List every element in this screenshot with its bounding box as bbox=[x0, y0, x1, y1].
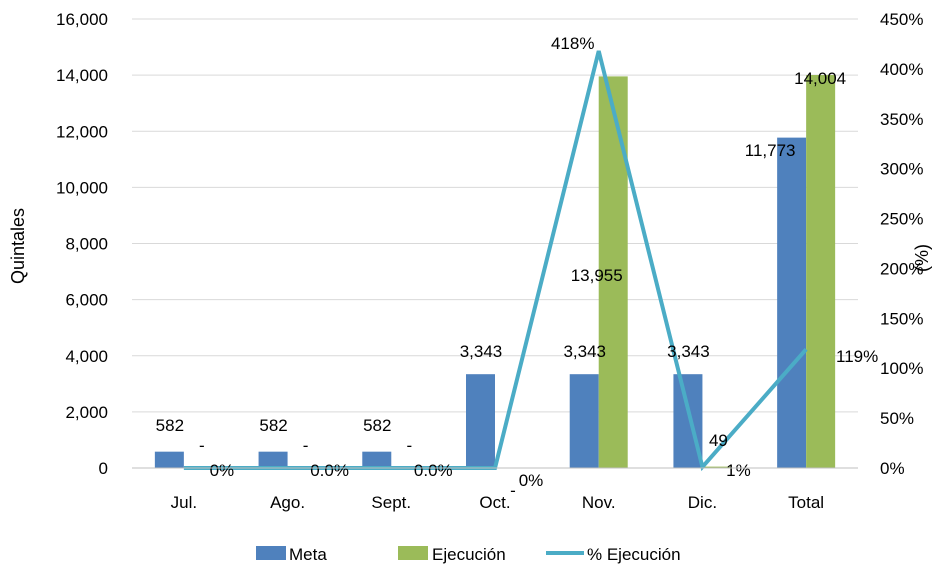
label-ejecucion: - bbox=[406, 436, 412, 455]
legend-label-pct-ejecucion: % Ejecución bbox=[587, 545, 681, 564]
bar-meta bbox=[777, 137, 807, 469]
label-meta: 11,773 bbox=[745, 141, 796, 160]
y2-tick-label: 50% bbox=[880, 409, 914, 428]
y-tick-label: 8,000 bbox=[65, 235, 108, 254]
y-tick-label: 0 bbox=[99, 459, 108, 478]
label-pct-ejecucion: 0.0% bbox=[310, 461, 349, 480]
y2-tick-label: 250% bbox=[880, 210, 923, 229]
y2-tick-label: 300% bbox=[880, 160, 923, 179]
y2-tick-label: 400% bbox=[880, 60, 923, 79]
x-tick-label: Ago. bbox=[270, 493, 305, 512]
y-tick-label: 10,000 bbox=[56, 178, 108, 197]
y-axis-title: Quintales bbox=[8, 208, 28, 284]
gridlines bbox=[132, 18, 858, 413]
legend: Meta Ejecución % Ejecución bbox=[256, 545, 681, 564]
legend-label-ejecucion: Ejecución bbox=[432, 545, 506, 564]
bar-ejecucion bbox=[806, 75, 836, 468]
line-series bbox=[183, 50, 808, 472]
label-meta: 3,343 bbox=[460, 342, 503, 361]
bar-meta bbox=[154, 451, 184, 468]
y2-tick-label: 150% bbox=[880, 309, 923, 328]
legend-swatch-meta bbox=[256, 546, 286, 560]
bar-meta bbox=[466, 374, 495, 468]
x-tick-label: Sept. bbox=[371, 493, 411, 512]
label-ejecucion: 49 bbox=[709, 431, 728, 450]
bar-ejecucion bbox=[702, 466, 732, 468]
y-tick-label: 14,000 bbox=[56, 66, 108, 85]
y2-axis-title: (%) bbox=[912, 244, 932, 272]
y-tick-label: 6,000 bbox=[65, 291, 108, 310]
label-ejecucion: 13,955 bbox=[571, 266, 623, 285]
y2-tick-label: 0% bbox=[880, 459, 905, 478]
label-pct-ejecucion: 0% bbox=[210, 461, 235, 480]
label-ejecucion: - bbox=[199, 436, 205, 455]
bar-meta bbox=[569, 374, 599, 468]
y-tick-label: 16,000 bbox=[56, 10, 108, 29]
label-ejecucion: 14,004 bbox=[794, 69, 846, 88]
label-meta: 582 bbox=[156, 416, 184, 435]
label-ejecucion: - bbox=[510, 481, 516, 500]
y-tick-label: 12,000 bbox=[56, 122, 108, 141]
bar-meta bbox=[362, 451, 392, 468]
label-meta: 3,343 bbox=[667, 342, 710, 361]
x-tick-label: Jul. bbox=[171, 493, 197, 512]
x-tick-label: Oct. bbox=[479, 493, 510, 512]
y2-tick-label: 450% bbox=[880, 10, 923, 29]
label-pct-ejecucion: 1% bbox=[726, 461, 751, 480]
line-pct-ejecucion bbox=[183, 50, 808, 472]
bar-meta bbox=[258, 451, 288, 468]
legend-swatch-ejecucion bbox=[398, 546, 428, 560]
data-labels: 582 582 582 3,343 3,343 3,343 11,773 - - - - 13,955… bbox=[156, 34, 879, 500]
y2-tick-label: 100% bbox=[880, 359, 923, 378]
y2-tick-label: 200% bbox=[880, 259, 923, 278]
label-pct-ejecucion: 119% bbox=[836, 347, 878, 366]
legend-label-meta: Meta bbox=[289, 545, 327, 564]
x-tick-label: Total bbox=[788, 493, 824, 512]
y2-tick-label: 350% bbox=[880, 110, 923, 129]
label-meta: 3,343 bbox=[563, 342, 606, 361]
label-pct-ejecucion: 0% bbox=[519, 471, 544, 490]
bars bbox=[154, 75, 836, 469]
label-pct-ejecucion: 418% bbox=[551, 34, 594, 53]
label-meta: 582 bbox=[363, 416, 391, 435]
y-tick-label: 2,000 bbox=[65, 403, 108, 422]
axes: 0 2,000 4,000 6,000 8,000 10,000 12,000 14,000 1… bbox=[8, 10, 932, 512]
label-pct-ejecucion: 0.0% bbox=[414, 461, 453, 480]
x-tick-label: Nov. bbox=[582, 493, 616, 512]
label-meta: 582 bbox=[259, 416, 287, 435]
y-tick-label: 4,000 bbox=[65, 347, 108, 366]
x-tick-label: Dic. bbox=[688, 493, 717, 512]
label-ejecucion: - bbox=[303, 436, 309, 455]
